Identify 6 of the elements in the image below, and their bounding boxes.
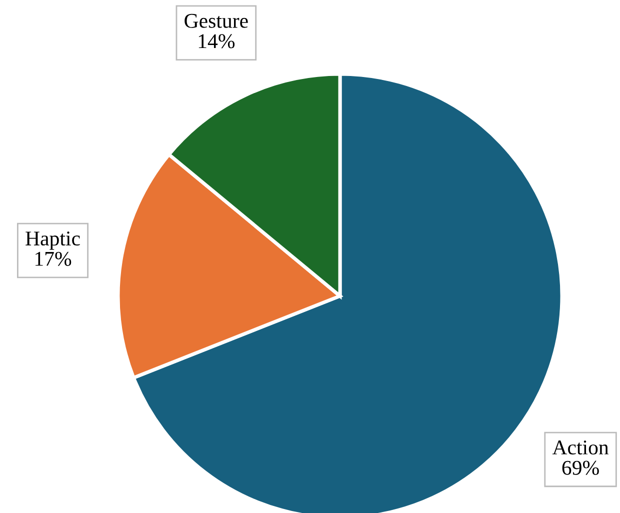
slice-label: Haptic [26, 232, 80, 250]
data-label: 14% [198, 34, 235, 48]
slice-label: Gesture [184, 14, 248, 28]
data-label: 17% [36, 252, 72, 266]
slice-label: Action [552, 440, 609, 455]
data-label: 69% [562, 460, 599, 475]
